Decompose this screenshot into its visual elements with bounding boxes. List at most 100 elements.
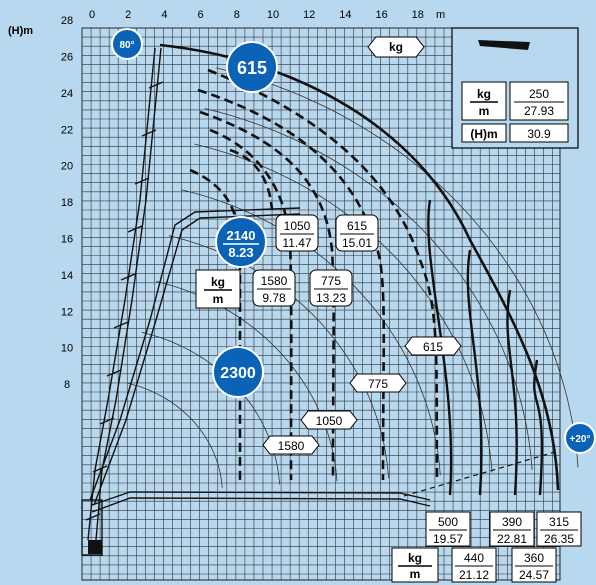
badge-mid-m: 8.23	[228, 245, 253, 260]
load-box-m: 13.23	[316, 291, 346, 305]
load-curve-615	[207, 68, 439, 481]
load-curve-1050	[199, 110, 335, 481]
arrow-tag-value: 615	[423, 340, 443, 354]
y-axis-unit: (H)m	[8, 25, 33, 37]
bottom-load-box: 440 21.12	[451, 547, 497, 583]
y-tick-label: 26	[61, 51, 73, 63]
boom-tip-icon	[478, 40, 530, 50]
load-box-kg: 1050	[284, 219, 311, 233]
angle-badge-max: 80°	[111, 28, 143, 60]
x-tick-label: 14	[339, 9, 351, 21]
y-tick-label: 24	[61, 88, 73, 100]
x-tick-label: 12	[303, 9, 315, 21]
y-tick-label: 14	[61, 270, 73, 282]
bottom-box-m: 19.57	[433, 532, 463, 546]
load-box-m: 11.47	[282, 236, 311, 250]
reach-curve	[427, 199, 453, 496]
arrow-tag-value: 1050	[316, 414, 343, 428]
y-tick-label: 16	[61, 233, 73, 245]
load-box-m: 15.01	[342, 236, 372, 250]
bottom-load-box: 500 19.57	[425, 511, 471, 547]
legend-h-label: (H)m	[470, 127, 497, 141]
badge-mid: 2140 8.23	[215, 216, 267, 268]
load-box: 1050 11.47	[275, 214, 319, 252]
load-curve-2140	[229, 148, 274, 211]
arrow-tag: 1580	[262, 435, 320, 455]
load-box-kg: 615	[347, 219, 367, 233]
x-tick-label: 10	[267, 9, 279, 21]
legend-kg-label: kg	[477, 87, 491, 101]
bottom-kg-m-key: kg m	[391, 547, 439, 583]
kg-tag: kg	[367, 36, 425, 58]
y-tick-label: 20	[61, 161, 73, 173]
bottom-box-m: 22.81	[497, 532, 527, 546]
bottom-box-kg: 500	[438, 515, 458, 529]
bottom-key-kg: kg	[408, 551, 422, 565]
x-tick-label: 6	[198, 9, 204, 21]
kg-tag-label: kg	[389, 40, 403, 54]
badge-base: 2300	[212, 346, 264, 398]
x-tick-label: 18	[412, 9, 424, 21]
arrow-tags: 615 775 1050 1580	[262, 336, 462, 455]
arrow-tag-value: 1580	[278, 439, 305, 453]
x-tick-label: 2	[125, 9, 131, 21]
arrow-tag: 775	[349, 373, 407, 393]
x-tick-label: 0	[89, 9, 95, 21]
load-box: 1580 9.78	[252, 269, 296, 307]
angle-badge-min: +20°	[564, 422, 596, 454]
load-box: 615 15.01	[335, 214, 379, 252]
bottom-box-kg: 315	[549, 515, 569, 529]
badge-top: 615	[226, 41, 278, 93]
crane-boom	[81, 47, 431, 556]
load-curves	[189, 68, 556, 497]
badge-base-value: 2300	[220, 365, 256, 382]
legend-height: 30.9	[527, 127, 551, 141]
x-tick-label: 8	[234, 9, 240, 21]
x-tick-label: 16	[375, 9, 387, 21]
y-tick-label: 28	[61, 15, 73, 27]
bottom-key-m: m	[410, 567, 421, 581]
arrow-tag-value: 775	[368, 377, 388, 391]
x-axis-unit: m	[436, 9, 445, 21]
reach-curve	[533, 359, 544, 496]
legend-m-label: m	[479, 104, 490, 118]
y-axis-ticks: 30282624222018161412108	[61, 15, 73, 391]
bottom-boxes: 500 19.57 390 22.81 315 26.35 440 21.12 360 24.57	[425, 511, 582, 583]
x-tick-label: 4	[161, 9, 167, 21]
reach-curve	[506, 289, 518, 496]
key-kg: kg	[211, 275, 225, 289]
bottom-box-m: 21.12	[459, 568, 489, 582]
load-boxes: 1050 11.47 615 15.01 1580 9.78 775 13.23	[252, 214, 379, 307]
load-box-kg: 775	[321, 274, 341, 288]
arrow-tag: 1050	[300, 410, 358, 430]
legend-box: kg m 250 27.93 (H)m 30.9	[451, 27, 579, 149]
legend-capacity: 250	[529, 87, 549, 101]
bottom-box-m: 24.57	[519, 568, 549, 582]
load-box-m: 9.78	[262, 291, 286, 305]
bottom-box-m: 26.35	[544, 532, 574, 546]
key-m: m	[213, 292, 224, 306]
bottom-load-box: 360 24.57	[511, 547, 557, 583]
kg-m-key: kg m	[195, 269, 241, 309]
bottom-box-kg: 390	[502, 515, 522, 529]
badge-top-value: 615	[237, 58, 267, 78]
arrow-tag: 615	[404, 336, 462, 356]
y-tick-label: 18	[61, 197, 73, 209]
badge-mid-kg: 2140	[227, 228, 256, 243]
load-box: 775 13.23	[309, 269, 353, 307]
reach-curve	[466, 249, 483, 496]
legend-reach: 27.93	[524, 104, 554, 118]
x-axis-ticks: 0 2 4 6 8 10 12 14 16 18	[89, 9, 424, 21]
y-tick-label: 12	[61, 306, 73, 318]
y-tick-label: 10	[61, 343, 73, 355]
y-tick-label: 22	[61, 124, 73, 136]
bottom-box-kg: 440	[464, 551, 484, 565]
load-box-kg: 1580	[261, 274, 288, 288]
bottom-load-box: 315 26.35	[536, 511, 582, 547]
bottom-box-kg: 360	[524, 551, 544, 565]
bottom-load-box: 390 22.81	[489, 511, 535, 547]
angle-max-label: 80°	[119, 40, 134, 51]
y-tick-label: 8	[64, 379, 70, 391]
angle-min-label: +20°	[570, 434, 591, 445]
